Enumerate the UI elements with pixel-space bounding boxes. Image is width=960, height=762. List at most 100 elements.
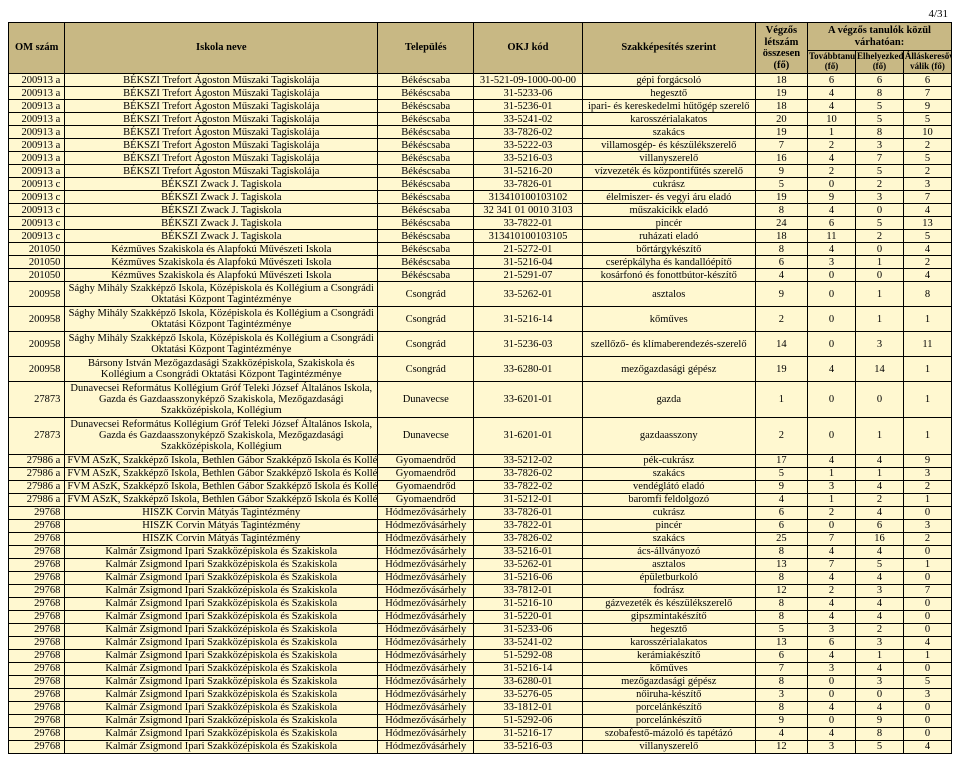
cell-iskola: BÉKSZI Trefort Ágoston Műszaki Tagiskolá…	[65, 165, 378, 178]
cell-tovabb: 1	[807, 126, 855, 139]
cell-okj: 33-7812-01	[474, 584, 582, 597]
cell-vegzos: 6	[755, 519, 807, 532]
cell-tovabb: 2	[807, 165, 855, 178]
cell-telepules: Békéscsaba	[378, 126, 474, 139]
cell-szakkep: szakács	[582, 467, 755, 480]
cell-elhely: 3	[855, 191, 903, 204]
cell-okj: 21-5291-07	[474, 269, 582, 282]
cell-om: 200913 a	[9, 126, 65, 139]
cell-okj: 33-6280-01	[474, 357, 582, 382]
cell-tovabb: 0	[807, 519, 855, 532]
cell-vegzos: 9	[755, 165, 807, 178]
cell-om: 29768	[9, 584, 65, 597]
cell-tovabb: 4	[807, 87, 855, 100]
th-tovabb: Továbbtanul (fő)	[807, 51, 855, 74]
cell-telepules: Békéscsaba	[378, 100, 474, 113]
cell-vegzos: 9	[755, 282, 807, 307]
cell-telepules: Hódmezővásárhely	[378, 597, 474, 610]
cell-tovabb: 0	[807, 307, 855, 332]
cell-allas: 13	[903, 217, 951, 230]
cell-szakkep: kőműves	[582, 662, 755, 675]
cell-iskola: BÉKSZI Trefort Ágoston Műszaki Tagiskolá…	[65, 100, 378, 113]
cell-vegzos: 8	[755, 204, 807, 217]
cell-vegzos: 8	[755, 545, 807, 558]
cell-allas: 4	[903, 269, 951, 282]
cell-vegzos: 24	[755, 217, 807, 230]
cell-allas: 9	[903, 100, 951, 113]
cell-vegzos: 14	[755, 332, 807, 357]
cell-tovabb: 6	[807, 74, 855, 87]
cell-iskola: Kalmár Zsigmond Ipari Szakközépiskola és…	[65, 597, 378, 610]
cell-szakkep: villamosgép- és készülékszerelő	[582, 139, 755, 152]
cell-telepules: Békéscsaba	[378, 217, 474, 230]
cell-iskola: BÉKSZI Zwack J. Tagiskola	[65, 217, 378, 230]
cell-okj: 31-5216-14	[474, 307, 582, 332]
cell-tovabb: 4	[807, 727, 855, 740]
cell-vegzos: 13	[755, 636, 807, 649]
cell-tovabb: 0	[807, 332, 855, 357]
cell-iskola: BÉKSZI Zwack J. Tagiskola	[65, 191, 378, 204]
cell-okj: 33-7826-01	[474, 178, 582, 191]
table-row: 29768Kalmár Zsigmond Ipari Szakközépisko…	[9, 714, 952, 727]
table-row: 200958Sághy Mihály Szakképző Iskola, Köz…	[9, 282, 952, 307]
cell-szakkep: cukrász	[582, 178, 755, 191]
table-row: 200913 aBÉKSZI Trefort Ágoston Műszaki T…	[9, 74, 952, 87]
cell-okj: 31-5216-04	[474, 256, 582, 269]
cell-szakkep: vendéglátó eladó	[582, 480, 755, 493]
cell-iskola: Kalmár Zsigmond Ipari Szakközépiskola és…	[65, 584, 378, 597]
cell-om: 27873	[9, 382, 65, 418]
cell-tovabb: 3	[807, 662, 855, 675]
cell-om: 29768	[9, 740, 65, 753]
cell-iskola: HISZK Corvin Mátyás Tagintézmény	[65, 532, 378, 545]
cell-okj: 31-5236-03	[474, 332, 582, 357]
table-body: 200913 aBÉKSZI Trefort Ágoston Műszaki T…	[9, 74, 952, 753]
cell-vegzos: 17	[755, 454, 807, 467]
table-row: 29768Kalmár Zsigmond Ipari Szakközépisko…	[9, 649, 952, 662]
cell-szakkep: ács-állványozó	[582, 545, 755, 558]
table-row: 29768Kalmár Zsigmond Ipari Szakközépisko…	[9, 597, 952, 610]
cell-iskola: Kézműves Szakiskola és Alapfokú Művészet…	[65, 243, 378, 256]
cell-szakkep: épületburkoló	[582, 571, 755, 584]
cell-iskola: Kézműves Szakiskola és Alapfokú Művészet…	[65, 269, 378, 282]
cell-iskola: BÉKSZI Trefort Ágoston Műszaki Tagiskolá…	[65, 126, 378, 139]
cell-vegzos: 8	[755, 675, 807, 688]
cell-okj: 33-7822-01	[474, 519, 582, 532]
cell-tovabb: 4	[807, 571, 855, 584]
cell-allas: 6	[903, 74, 951, 87]
cell-okj: 33-7826-01	[474, 506, 582, 519]
cell-szakkep: ruházati eladó	[582, 230, 755, 243]
cell-szakkep: mezőgazdasági gépész	[582, 357, 755, 382]
cell-allas: 3	[903, 178, 951, 191]
table-row: 200913 aBÉKSZI Trefort Ágoston Műszaki T…	[9, 87, 952, 100]
cell-iskola: Kalmár Zsigmond Ipari Szakközépiskola és…	[65, 636, 378, 649]
cell-iskola: Kalmár Zsigmond Ipari Szakközépiskola és…	[65, 558, 378, 571]
cell-telepules: Hódmezővásárhely	[378, 545, 474, 558]
table-row: 200913 cBÉKSZI Zwack J. TagiskolaBékéscs…	[9, 204, 952, 217]
cell-allas: 4	[903, 243, 951, 256]
cell-telepules: Békéscsaba	[378, 165, 474, 178]
cell-allas: 2	[903, 139, 951, 152]
table-row: 29768HISZK Corvin Mátyás TagintézményHód…	[9, 519, 952, 532]
cell-telepules: Csongrád	[378, 307, 474, 332]
cell-tovabb: 2	[807, 584, 855, 597]
table-row: 29768Kalmár Zsigmond Ipari Szakközépisko…	[9, 545, 952, 558]
cell-om: 200913 c	[9, 191, 65, 204]
cell-telepules: Hódmezővásárhely	[378, 636, 474, 649]
cell-okj: 33-7826-02	[474, 126, 582, 139]
cell-elhely: 1	[855, 649, 903, 662]
cell-iskola: Kalmár Zsigmond Ipari Szakközépiskola és…	[65, 623, 378, 636]
cell-elhely: 7	[855, 152, 903, 165]
table-row: 27873Dunavecsei Református Kollégium Gró…	[9, 382, 952, 418]
cell-telepules: Hódmezővásárhely	[378, 649, 474, 662]
table-row: 27986 aFVM ASzK, Szakképző Iskola, Bethl…	[9, 454, 952, 467]
cell-iskola: Bársony István Mezőgazdasági Szakközépis…	[65, 357, 378, 382]
cell-okj: 21-5272-01	[474, 243, 582, 256]
cell-iskola: FVM ASzK, Szakképző Iskola, Bethlen Gábo…	[65, 454, 378, 467]
cell-telepules: Gyomaendrőd	[378, 454, 474, 467]
table-row: 27986 aFVM ASzK, Szakképző Iskola, Bethl…	[9, 480, 952, 493]
cell-tovabb: 0	[807, 688, 855, 701]
cell-allas: 2	[903, 165, 951, 178]
cell-om: 200913 a	[9, 165, 65, 178]
cell-szakkep: gazdaasszony	[582, 418, 755, 454]
cell-okj: 33-5212-02	[474, 454, 582, 467]
